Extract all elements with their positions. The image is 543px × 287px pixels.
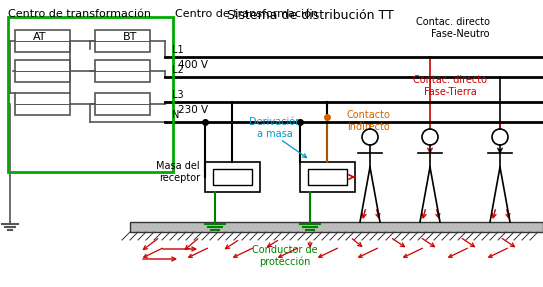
Text: Contac. directo
Fase-Tierra: Contac. directo Fase-Tierra — [413, 75, 487, 97]
Bar — [213, 169, 252, 185]
Bar — [8, 17, 173, 172]
Bar — [95, 30, 150, 52]
Text: Centro de transformación: Centro de transformación — [175, 9, 318, 19]
Text: L1: L1 — [172, 45, 184, 55]
Text: Contacto
indirecto: Contacto indirecto — [346, 110, 390, 132]
Text: N: N — [172, 110, 179, 120]
Bar — [130, 222, 543, 232]
Bar — [95, 60, 150, 82]
Text: 230 V: 230 V — [178, 105, 208, 115]
Bar — [15, 93, 70, 115]
Bar — [95, 93, 150, 115]
Bar — [205, 162, 260, 192]
Text: Centro de transformación: Centro de transformación — [8, 9, 151, 19]
Text: L3: L3 — [172, 90, 184, 100]
Bar — [300, 162, 355, 192]
Bar — [308, 169, 347, 185]
Text: BT: BT — [123, 32, 137, 42]
Bar — [15, 30, 70, 52]
Text: L2: L2 — [172, 65, 184, 75]
Text: Sistema de distribución TT: Sistema de distribución TT — [226, 9, 393, 22]
Text: Contac. directo
Fase-Neutro: Contac. directo Fase-Neutro — [416, 17, 490, 38]
Text: Derivación
a masa: Derivación a masa — [249, 117, 301, 139]
Bar — [15, 60, 70, 82]
Text: Masa del
receptor: Masa del receptor — [156, 161, 200, 183]
Text: 400 V: 400 V — [178, 60, 208, 70]
Text: Conductor de
protección: Conductor de protección — [252, 245, 318, 267]
Text: AT: AT — [33, 32, 47, 42]
